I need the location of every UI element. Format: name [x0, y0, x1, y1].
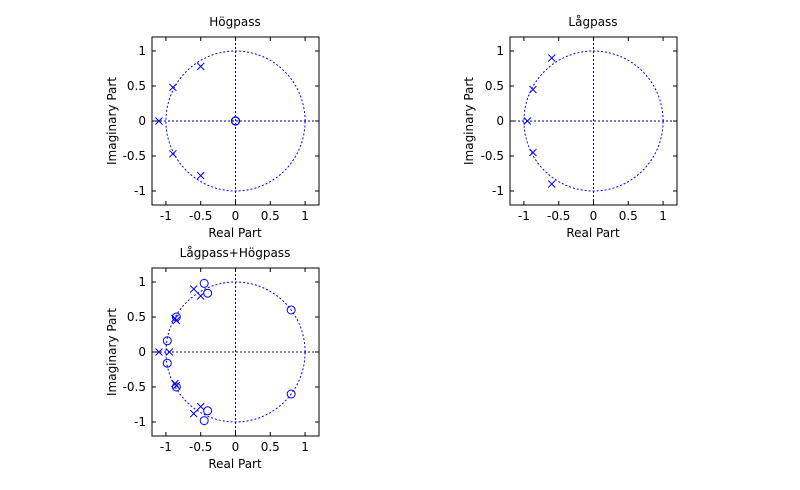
- x-tick-label: 1: [659, 209, 667, 223]
- unit-circle: [523, 50, 664, 192]
- y-tick-label: 0: [138, 114, 146, 128]
- subplot-lagpass-hogpass: Lågpass+Högpass Real Part Imaginary Part…: [105, 246, 320, 471]
- y-tick-labels: -1 -0.5 0 0.5 1: [123, 44, 146, 198]
- subplot-title: Lågpass+Högpass: [180, 246, 291, 260]
- pole-marker: [169, 150, 177, 158]
- x-tick-label: 0: [232, 209, 240, 223]
- y-tick-label: 0.5: [485, 79, 504, 93]
- pole-marker: [196, 292, 205, 300]
- plot-area: [509, 36, 678, 206]
- pole-marker: [196, 171, 205, 180]
- y-tick-label: -1: [134, 184, 146, 198]
- x-tick-label: -1: [518, 209, 530, 223]
- x-tick-labels: -1 -0.5 0 0.5 1: [518, 209, 667, 223]
- y-tick-labels: -1 -0.5 0 0.5 1: [481, 44, 504, 198]
- zero-marker: [231, 116, 240, 126]
- zero-marker: [162, 336, 172, 346]
- x-tick-label: -0.5: [189, 440, 212, 454]
- plot-area: [151, 267, 320, 437]
- plot-area: [151, 36, 320, 206]
- x-axis-label: Real Part: [208, 457, 262, 471]
- y-tick-label: -0.5: [123, 380, 146, 394]
- zero-marker: [203, 288, 213, 298]
- y-tick-label: 0.5: [127, 310, 146, 324]
- subplot-hogpass: Högpass Real Part Imaginary Part -1 -0.5…: [105, 15, 320, 240]
- x-tick-label: -0.5: [189, 209, 212, 223]
- y-tick-label: 0.5: [127, 79, 146, 93]
- y-axis-label: Imaginary Part: [105, 77, 119, 165]
- y-tick-label: 1: [138, 44, 146, 58]
- zero-marker: [171, 312, 181, 322]
- x-tick-label: 0.5: [619, 209, 638, 223]
- zero-marker: [171, 382, 181, 392]
- pole-marker: [155, 117, 163, 125]
- pole-marker: [169, 83, 177, 92]
- x-axis-label: Real Part: [208, 226, 262, 240]
- pole-marker: [529, 85, 537, 94]
- pole-marker: [155, 348, 163, 356]
- y-tick-label: 1: [496, 44, 504, 58]
- pole-marker: [165, 348, 174, 356]
- y-tick-label: -0.5: [481, 149, 504, 163]
- x-tick-label: 1: [301, 209, 309, 223]
- pole-marker: [523, 117, 532, 125]
- pole-marker: [196, 62, 205, 71]
- x-tick-labels: -1 -0.5 0 0.5 1: [160, 440, 309, 454]
- x-tick-label: -0.5: [547, 209, 570, 223]
- y-tick-label: 0: [496, 114, 504, 128]
- x-axis-label: Real Part: [566, 226, 620, 240]
- x-tick-label: 0: [590, 209, 598, 223]
- y-tick-label: 1: [138, 275, 146, 289]
- x-tick-label: 0: [232, 440, 240, 454]
- y-axis-label: Imaginary Part: [462, 77, 476, 165]
- subplot-title: Lågpass: [568, 15, 617, 29]
- zero-marker: [203, 406, 213, 416]
- zero-marker: [162, 358, 172, 368]
- y-tick-label: -1: [492, 184, 504, 198]
- subplot-lagpass: Lågpass Real Part Imaginary Part -1 -0.5…: [462, 15, 678, 240]
- pole-marker: [529, 148, 537, 157]
- y-tick-label: -1: [134, 415, 146, 429]
- x-tick-labels: -1 -0.5 0 0.5 1: [160, 209, 309, 223]
- zero-marker: [286, 305, 296, 315]
- subplot-title: Högpass: [209, 15, 260, 29]
- zero-marker: [286, 389, 296, 399]
- x-tick-label: -1: [160, 209, 172, 223]
- unit-circle: [165, 281, 306, 423]
- y-axis-label: Imaginary Part: [105, 308, 119, 396]
- x-tick-label: 0.5: [261, 440, 280, 454]
- zero-marker: [199, 416, 209, 426]
- pole-marker: [547, 54, 556, 62]
- unit-circle: [165, 50, 306, 192]
- pole-marker: [547, 180, 556, 188]
- y-tick-label: 0: [138, 345, 146, 359]
- x-tick-label: 1: [301, 440, 309, 454]
- pole-marker: [189, 409, 198, 418]
- zero-marker: [199, 278, 209, 288]
- y-tick-labels: -1 -0.5 0 0.5 1: [123, 275, 146, 429]
- pole-marker: [196, 402, 205, 411]
- x-tick-label: 0.5: [261, 209, 280, 223]
- pole-marker: [189, 285, 198, 293]
- y-tick-label: -0.5: [123, 149, 146, 163]
- x-tick-label: -1: [160, 440, 172, 454]
